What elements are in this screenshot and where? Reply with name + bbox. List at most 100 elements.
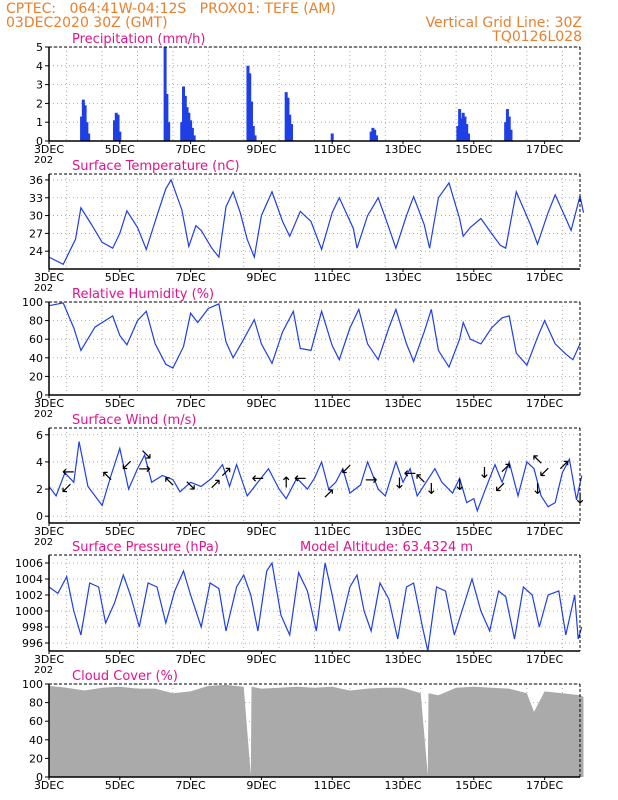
y-tick-label-4: 996 bbox=[22, 637, 43, 650]
x-tick-label-4: 11DEC bbox=[314, 653, 351, 666]
y-tick-label-3: 6 bbox=[36, 429, 43, 442]
x-tick-label-0: 11DEC bbox=[314, 143, 351, 156]
x-year-label-1: 202 bbox=[34, 283, 53, 294]
series-line-1 bbox=[48, 178, 585, 266]
y-tick-label-3: 4 bbox=[36, 456, 43, 469]
wind-arrow-icon: ← bbox=[294, 469, 307, 487]
x-tick-label-2: 7DEC bbox=[176, 397, 206, 410]
x-tick-label-3: 13DEC bbox=[384, 525, 421, 538]
x-tick-label-5: 9DEC bbox=[246, 779, 276, 792]
x-tick-label-0: 13DEC bbox=[384, 143, 421, 156]
x-tick-label-2: 17DEC bbox=[526, 397, 563, 410]
panel-title-5: Cloud Cover (%) bbox=[72, 669, 178, 684]
x-tick-label-5: 3DEC bbox=[34, 779, 64, 792]
x-tick-label-0: 9DEC bbox=[246, 143, 276, 156]
x-tick-label-0: 7DEC bbox=[176, 143, 206, 156]
precip-bar bbox=[116, 114, 120, 141]
wind-arrow-icon: ↓ bbox=[574, 490, 587, 508]
header-run-id: TQ0126L028 bbox=[492, 29, 582, 45]
y-tick-label-1: 33 bbox=[29, 192, 43, 205]
x-tick-label-5: 17DEC bbox=[526, 779, 563, 792]
wind-arrow-icon: ↗ bbox=[499, 458, 512, 476]
x-year-label-2: 202 bbox=[34, 409, 53, 420]
precip-bar bbox=[463, 116, 467, 141]
wind-arrow-icon: ↘ bbox=[184, 476, 197, 494]
wind-arrow-icon: ↘ bbox=[140, 445, 153, 463]
header-grid-line: Vertical Grid Line: 30Z bbox=[425, 15, 582, 31]
panel-title-1: Surface Temperature (nC) bbox=[72, 159, 240, 174]
wind-arrow-icon: ↓ bbox=[453, 476, 466, 494]
precip-bar bbox=[185, 107, 189, 141]
x-tick-label-2: 9DEC bbox=[246, 397, 276, 410]
precip-bar bbox=[465, 124, 469, 141]
x-tick-label-1: 11DEC bbox=[314, 271, 351, 284]
wind-arrow-icon: ↖ bbox=[101, 467, 114, 485]
precip-bar bbox=[330, 133, 334, 141]
x-tick-label-0: 3DEC bbox=[34, 143, 64, 156]
y-tick-label-4: 1006 bbox=[15, 557, 43, 570]
precip-bar bbox=[114, 112, 118, 141]
y-tick-label-0: 2 bbox=[36, 97, 43, 110]
x-tick-label-4: 7DEC bbox=[176, 653, 206, 666]
precip-bar bbox=[284, 92, 288, 141]
x-tick-label-0: 5DEC bbox=[105, 143, 135, 156]
x-tick-label-4: 13DEC bbox=[384, 653, 421, 666]
precip-bar bbox=[165, 94, 169, 141]
y-tick-label-5: 20 bbox=[29, 752, 43, 765]
precip-bar bbox=[192, 135, 196, 141]
x-tick-label-2: 11DEC bbox=[314, 397, 351, 410]
x-tick-label-5: 15DEC bbox=[455, 779, 492, 792]
y-tick-label-1: 24 bbox=[29, 245, 43, 258]
y-tick-label-1: 36 bbox=[29, 174, 43, 187]
x-year-label-0: 202 bbox=[34, 155, 53, 166]
y-tick-label-0: 1 bbox=[36, 116, 43, 129]
wind-arrow-icon: ↙ bbox=[340, 460, 353, 478]
precip-bar bbox=[456, 125, 460, 141]
x-tick-label-3: 7DEC bbox=[176, 525, 206, 538]
y-tick-label-3: 0 bbox=[36, 510, 43, 523]
precip-bar bbox=[373, 129, 377, 141]
x-tick-label-1: 9DEC bbox=[246, 271, 276, 284]
x-tick-label-3: 11DEC bbox=[314, 525, 351, 538]
x-tick-label-1: 5DEC bbox=[105, 271, 135, 284]
precip-bar bbox=[288, 114, 292, 141]
precip-bar bbox=[180, 122, 184, 141]
cloud-area bbox=[49, 684, 584, 777]
precip-bar bbox=[504, 122, 508, 141]
x-tick-label-4: 17DEC bbox=[526, 653, 563, 666]
wind-arrow-icon: ↓ bbox=[478, 464, 491, 482]
precip-bar bbox=[466, 133, 470, 141]
wind-arrow-icon: ↗ bbox=[322, 484, 335, 502]
x-tick-label-5: 13DEC bbox=[384, 779, 421, 792]
precip-bar bbox=[509, 129, 513, 141]
x-tick-label-4: 3DEC bbox=[34, 653, 64, 666]
y-tick-label-2: 80 bbox=[29, 315, 43, 328]
x-tick-label-1: 17DEC bbox=[526, 271, 563, 284]
x-tick-label-3: 3DEC bbox=[34, 525, 64, 538]
y-tick-label-2: 60 bbox=[29, 333, 43, 346]
wind-arrow-icon: ↗ bbox=[209, 475, 222, 493]
y-tick-label-4: 1002 bbox=[15, 589, 43, 602]
wind-arrow-icon: ↖ bbox=[531, 450, 544, 468]
header-date: 03DEC2020 30Z (GMT) bbox=[6, 15, 168, 31]
y-tick-label-2: 40 bbox=[29, 352, 43, 365]
x-tick-label-5: 7DEC bbox=[176, 779, 206, 792]
precip-bar bbox=[83, 105, 87, 141]
wind-arrow-icon: ↙ bbox=[60, 479, 73, 497]
precip-bar bbox=[507, 116, 511, 141]
y-tick-label-0: 3 bbox=[36, 79, 43, 92]
precip-bar bbox=[163, 47, 167, 141]
x-tick-label-2: 15DEC bbox=[455, 397, 492, 410]
x-tick-label-2: 13DEC bbox=[384, 397, 421, 410]
y-tick-label-5: 100 bbox=[22, 678, 43, 691]
y-tick-label-4: 998 bbox=[22, 621, 43, 634]
precip-bar bbox=[459, 118, 463, 141]
precip-bar bbox=[85, 122, 89, 141]
x-year-label-3: 202 bbox=[34, 537, 53, 548]
x-tick-label-5: 5DEC bbox=[105, 779, 135, 792]
precip-bar bbox=[374, 135, 378, 141]
y-tick-label-2: 100 bbox=[22, 296, 43, 309]
panel-title-4: Surface Pressure (hPa) bbox=[72, 540, 219, 555]
